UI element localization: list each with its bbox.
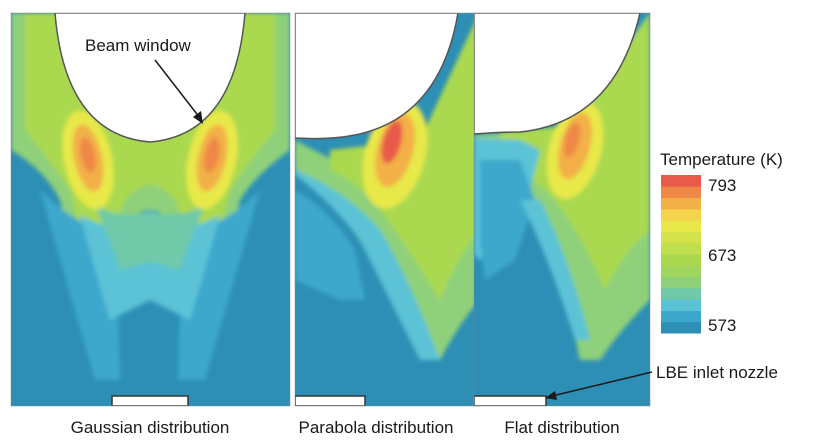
beam-window-label: Beam window bbox=[85, 36, 192, 55]
panel-flat-border bbox=[473, 12, 651, 407]
legend-swatch bbox=[661, 276, 701, 289]
caption-parabola: Parabola distribution bbox=[299, 418, 454, 437]
legend-swatch bbox=[661, 310, 701, 323]
legend-swatch bbox=[661, 299, 701, 311]
lbe-inlet-nozzle-label: LBE inlet nozzle bbox=[656, 363, 778, 382]
caption-gaussian: Gaussian distribution bbox=[71, 418, 230, 437]
lbe-inlet-nozzle-arrowhead bbox=[545, 391, 557, 400]
beam-window-arrowhead bbox=[193, 111, 203, 124]
legend-colorbar bbox=[661, 175, 701, 334]
panel-gaussian-border bbox=[10, 12, 291, 407]
legend-tick-mid: 673 bbox=[708, 246, 736, 265]
legend-swatch bbox=[661, 242, 701, 255]
temperature-legend: Temperature (K) 793 673 573 bbox=[660, 150, 783, 335]
lbe-inlet-nozzle-arrow bbox=[551, 371, 653, 397]
legend-title: Temperature (K) bbox=[660, 150, 783, 169]
legend-swatch bbox=[661, 321, 701, 334]
legend-swatch bbox=[661, 197, 701, 210]
panel-parabola bbox=[295, 13, 479, 406]
legend-tick-max: 793 bbox=[708, 176, 736, 195]
caption-flat: Flat distribution bbox=[504, 418, 619, 437]
legend-tick-min: 573 bbox=[708, 316, 736, 335]
legend-swatch bbox=[661, 254, 701, 266]
panel-gaussian bbox=[11, 13, 290, 406]
legend-swatch bbox=[661, 231, 701, 244]
legend-swatch bbox=[661, 175, 701, 187]
beam-window-arrow bbox=[154, 59, 201, 119]
legend-swatch bbox=[661, 208, 701, 221]
legend-swatch bbox=[661, 186, 701, 199]
legend-swatch bbox=[661, 265, 701, 278]
panel-flat bbox=[474, 13, 650, 406]
legend-swatch bbox=[661, 287, 701, 300]
legend-swatch bbox=[661, 220, 701, 232]
